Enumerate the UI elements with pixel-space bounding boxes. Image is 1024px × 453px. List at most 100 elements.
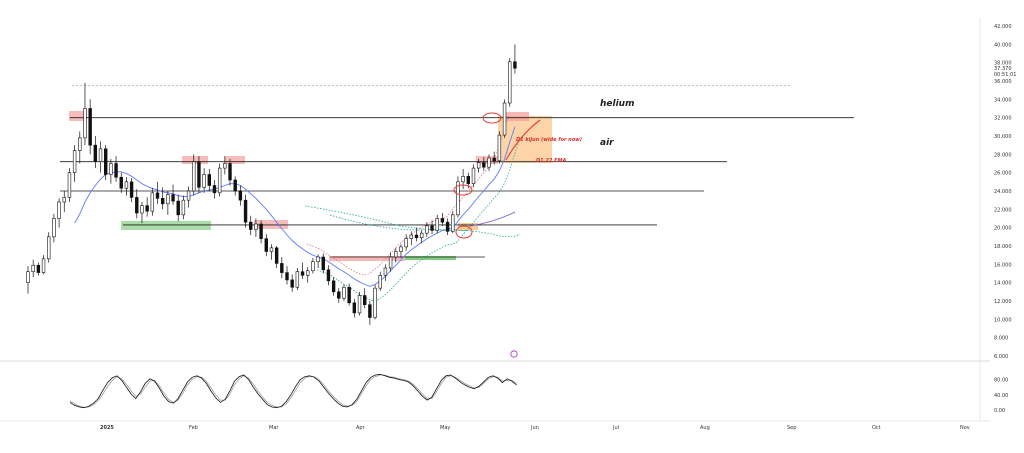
candle-body [373,287,377,318]
candle-body [461,176,465,183]
candle-body [347,286,351,304]
stoch-tick-label: 0.00 [994,408,1005,414]
price-tick-label: 10.000 [994,317,1012,323]
price-tick-label: 22.000 [994,207,1012,213]
time-tick-label: 2025 [100,425,114,431]
red-arrow-curve [505,119,541,161]
candle-body [129,181,134,198]
candle-body [41,258,46,273]
candle-body [368,304,372,318]
last-price-value: 37.370 [994,66,1012,72]
candle-body [192,161,196,192]
red-zone-may-1 [476,156,498,164]
time-tick-label: Feb [189,425,198,431]
red-circle-low [455,225,473,239]
price-tick-label: 28.000 [994,152,1012,158]
time-axis: 2025 Feb Mar Apr May Jun Jul Aug Sep Oct Nov [100,425,970,431]
candle-body [67,172,72,198]
candle-body [104,148,108,175]
candle-body [202,174,206,188]
red-circle-upper [482,112,502,124]
candle-body [285,272,289,281]
candle-body [445,221,450,232]
red-zone-feb-1 [182,156,208,164]
candle-body [331,280,336,293]
candle-body [88,108,92,146]
last-price-label: 37.370 00:51:01 [994,66,1016,78]
candle-body [181,199,186,216]
time-tick-label: May [440,425,450,431]
candle-body [502,102,507,136]
candle-body [280,263,284,273]
candle-body [155,192,160,199]
candle-body [430,225,434,231]
candle-body [52,218,56,238]
price-tick-label: 24.000 [994,189,1012,195]
candle-body [404,238,408,248]
candle-body [140,205,144,214]
time-tick-label: Sep [787,425,796,431]
last-price-countdown: 00:51:01 [994,72,1016,78]
candle-body [78,137,82,151]
candle-body [186,190,191,201]
stoch-tick-label: 40.00 [994,393,1008,399]
alert-icon[interactable] [510,350,518,358]
price-tick-label: 42.000 [994,24,1012,30]
helium-label: helium [600,99,634,109]
time-tick-label: Mar [269,425,279,431]
price-tick-label: 14.000 [994,281,1012,287]
candle-body [326,269,331,282]
candle-body [249,221,253,230]
candle-body [36,264,41,273]
time-tick-label: Jun [530,425,539,431]
cloud-span-teal-2 [329,214,521,238]
candle-body [456,181,460,216]
ma-line-blue [74,126,516,287]
candle-body [83,108,87,139]
candlesticks [26,44,517,325]
red-zone-jan-top [69,111,87,121]
candle-body [31,264,35,272]
stoch-k-line [69,373,517,409]
price-axis: 42.000 40.000 38.000 36.000 34.000 32.000 30.0… [994,24,1012,360]
candle-body [166,194,170,205]
candle-body [357,295,362,314]
ma-line-purple [469,211,516,227]
candle-body [362,295,367,305]
candle-body [124,181,129,189]
air-label: air [600,138,614,148]
candle-body [300,271,305,276]
red-zone-feb-2 [225,156,245,164]
price-tick-label: 30.000 [994,134,1012,140]
candle-body [259,223,263,239]
candle-body [337,291,341,299]
candle-body [217,167,222,194]
time-tick-label: Aug [700,425,710,431]
red-zone-mar [254,220,288,229]
candle-body [466,176,470,184]
red-zone-apr [329,256,405,261]
candle-body [57,201,61,219]
candle-body [114,163,118,178]
candle-body [26,271,30,283]
candle-body [394,251,398,258]
candle-body [471,167,476,184]
green-zone-apr [405,256,456,260]
moving-averages [74,115,521,302]
stochastic-axis: 80.00 40.00 0.00 [994,378,1008,414]
price-tick-label: 6.000 [994,354,1008,360]
candle-body [269,247,274,252]
price-tick-label: 18.000 [994,244,1012,250]
candle-body [321,256,325,271]
price-tick-label: 20.000 [994,226,1012,232]
price-tick-label: 36.000 [994,79,1012,85]
d1-ema-label: D1 22 EMA [536,158,566,164]
candle-body [497,134,502,162]
candle-body [311,261,315,272]
candle-body [72,150,77,173]
candle-body [419,232,424,239]
price-tick-label: 40.000 [994,42,1012,48]
cloud-line-teal [316,141,520,302]
